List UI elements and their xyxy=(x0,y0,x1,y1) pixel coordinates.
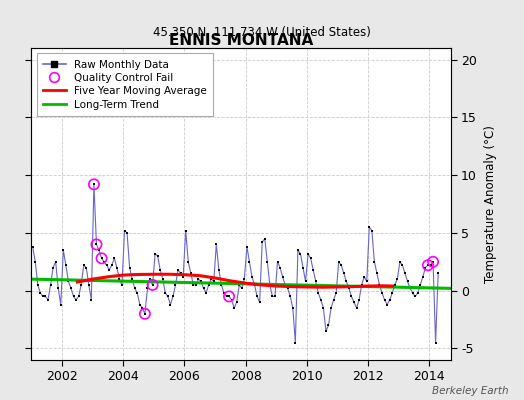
Text: Berkeley Earth: Berkeley Earth xyxy=(432,386,508,396)
Y-axis label: Temperature Anomaly (°C): Temperature Anomaly (°C) xyxy=(484,125,497,283)
Legend: Raw Monthly Data, Quality Control Fail, Five Year Moving Average, Long-Term Tren: Raw Monthly Data, Quality Control Fail, … xyxy=(37,53,213,116)
Point xyxy=(97,255,106,262)
Point xyxy=(429,258,437,265)
Title: ENNIS MONTANA: ENNIS MONTANA xyxy=(169,33,313,48)
Point xyxy=(92,241,101,248)
Point xyxy=(141,310,149,317)
Point xyxy=(148,282,157,288)
Point xyxy=(90,181,98,188)
Text: 45.350 N, 111.734 W (United States): 45.350 N, 111.734 W (United States) xyxy=(153,26,371,39)
Point xyxy=(424,262,432,268)
Point xyxy=(225,293,233,300)
